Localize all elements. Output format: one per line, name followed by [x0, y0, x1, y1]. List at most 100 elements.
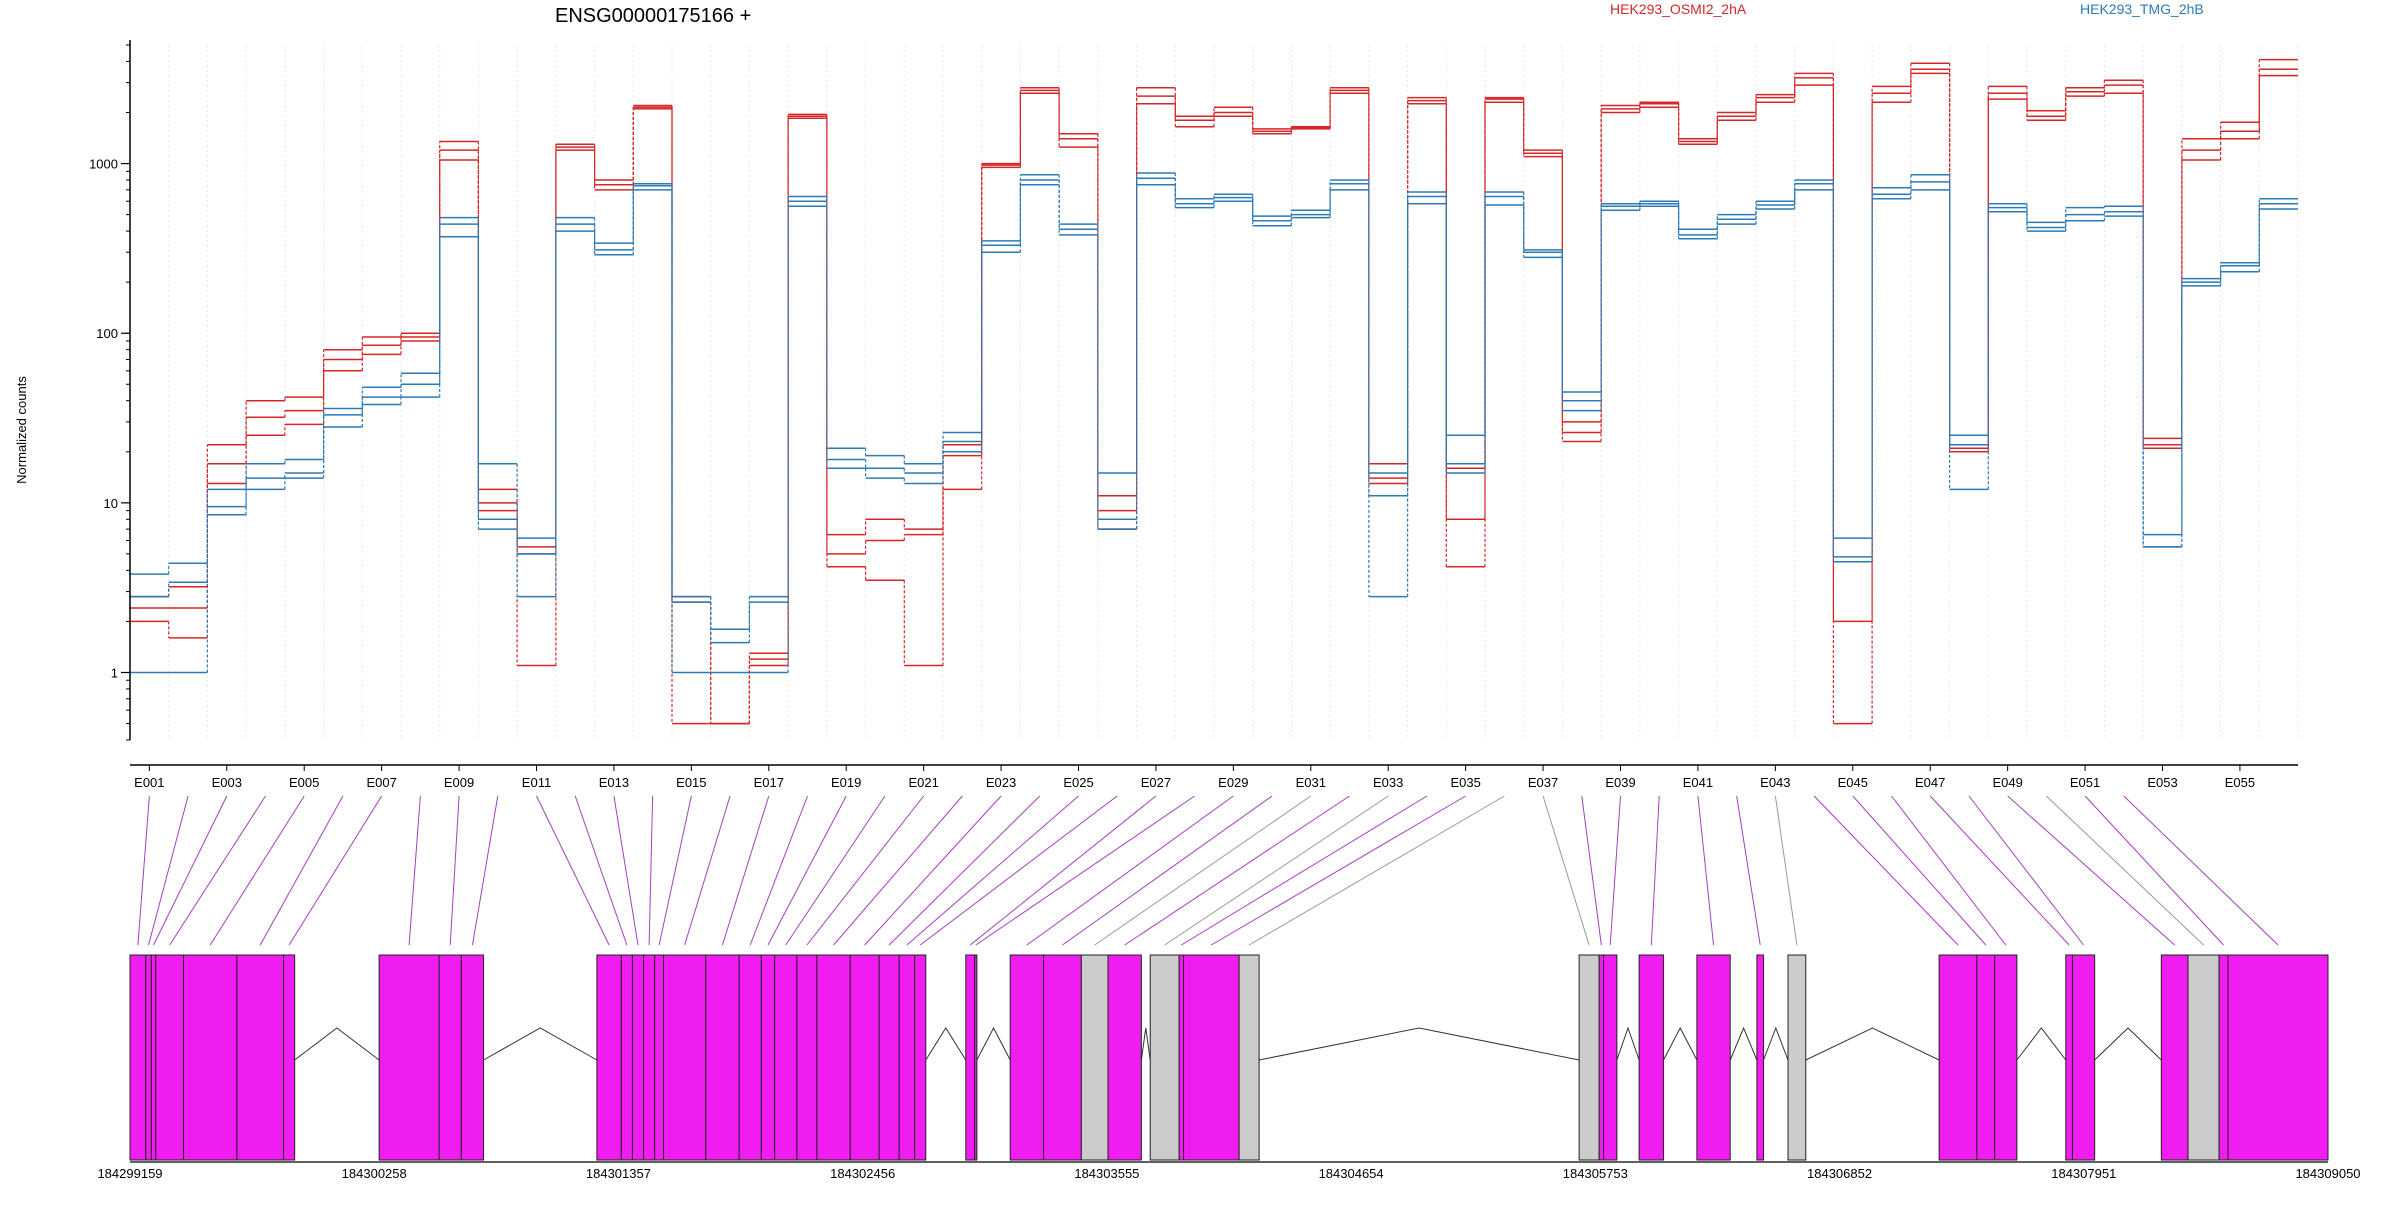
- intron-line: [1616, 1026, 1640, 1061]
- genomic-coordinate-label: 184300258: [342, 1166, 407, 1181]
- series-lines: [130, 58, 2298, 725]
- series-line-steps: [130, 72, 2298, 725]
- exon-box: [596, 954, 622, 1161]
- exon-connector: [169, 795, 266, 946]
- exon-box: [2218, 954, 2229, 1161]
- exon-connector: [1124, 795, 1350, 946]
- gridlines: [129, 45, 2299, 740]
- series-line-steps: [130, 184, 2298, 674]
- exon-connector: [449, 795, 460, 946]
- series-line-transitions: [168, 173, 2260, 630]
- exon-connector: [209, 795, 305, 946]
- intron-line: [925, 1027, 967, 1061]
- intron-line: [1140, 1027, 1151, 1061]
- series-line-steps: [130, 172, 2298, 630]
- genomic-coordinate-axis: 184299159 184300258 184301357 184302456 1843…: [97, 1161, 2361, 1181]
- exon-box: [796, 954, 818, 1161]
- noncounted-exon-box: [1149, 954, 1180, 1161]
- exon-connector: [153, 795, 228, 946]
- intron-line: [1729, 1026, 1758, 1061]
- exon-box: [1183, 954, 1240, 1161]
- noncounted-exon-box: [1787, 954, 1807, 1161]
- exon-tick-label: E031: [1296, 775, 1326, 790]
- exon-tick-label: E015: [676, 775, 706, 790]
- exon-tick-label: E047: [1915, 775, 1945, 790]
- exon-connector: [1094, 795, 1312, 946]
- genomic-coordinate-label: 184304654: [1319, 1166, 1384, 1181]
- exon-connector: [969, 795, 1157, 946]
- exon-box: [816, 954, 851, 1161]
- exon-connector: [1736, 795, 1761, 946]
- exon-box: [155, 954, 185, 1161]
- exon-box: [849, 954, 880, 1161]
- exon-connector: [1852, 795, 1987, 946]
- series-line-steps: [130, 68, 2298, 725]
- exon-box: [145, 954, 152, 1161]
- exon-connector: [259, 795, 344, 946]
- y-tick-label: 1000: [89, 157, 118, 172]
- exon-box: [663, 954, 707, 1161]
- exon-box: [1107, 954, 1142, 1161]
- genomic-coordinate-label: 184305753: [1563, 1166, 1628, 1181]
- exon-connector: [2123, 795, 2279, 946]
- exon-connector: [1542, 795, 1590, 946]
- exon-box: [1603, 954, 1618, 1161]
- intron-line: [2094, 1027, 2162, 1061]
- exon-box: [236, 954, 285, 1161]
- exon-box: [643, 954, 656, 1161]
- exon-connector: [408, 795, 421, 946]
- exon-connector: [2007, 795, 2175, 946]
- exon-tick-label: E045: [1838, 775, 1868, 790]
- genomic-coordinate-label: 184303555: [1074, 1166, 1139, 1181]
- exon-tick-label: E003: [212, 775, 242, 790]
- genomic-coordinate-label: 184307951: [2051, 1166, 2116, 1181]
- intron-line: [483, 1027, 598, 1061]
- exon-tick-label: E017: [754, 775, 784, 790]
- exon-connector: [471, 795, 499, 946]
- noncounted-exon-box: [1578, 954, 1600, 1161]
- legend-label-osmi2: HEK293_OSMI2_2hA: [1610, 1, 1747, 17]
- exon-connector: [1062, 795, 1273, 946]
- exon-connector: [1929, 795, 2070, 946]
- exon-box: [2065, 954, 2073, 1161]
- exon-connector: [864, 795, 1002, 946]
- exon-connector: [1211, 795, 1466, 946]
- exon-box: [974, 954, 978, 1161]
- exon-box: [378, 954, 440, 1161]
- exon-box: [438, 954, 462, 1161]
- exon-tick-label: E005: [289, 775, 319, 790]
- intron-line: [1763, 1026, 1789, 1061]
- exon-box: [760, 954, 776, 1161]
- exon-connector: [785, 795, 886, 946]
- exon-box: [183, 954, 238, 1161]
- exon-connector: [767, 795, 847, 946]
- y-axis-label: Normalized counts: [14, 376, 29, 484]
- y-tick-label: 100: [96, 326, 118, 341]
- exon-tick-label: E009: [444, 775, 474, 790]
- exon-connector: [658, 795, 692, 946]
- exon-connector: [1774, 795, 1798, 946]
- exon-box: [631, 954, 645, 1161]
- exon-box: [1598, 954, 1605, 1161]
- exon-connector: [1609, 795, 1621, 946]
- exon-connector: [684, 795, 731, 946]
- legend-label-tmg: HEK293_TMG_2hB: [2080, 1, 2204, 17]
- exon-connector: [1181, 795, 1428, 946]
- exon-box: [2071, 954, 2096, 1161]
- exon-tick-label: E021: [908, 775, 938, 790]
- exon-tick-label: E023: [986, 775, 1016, 790]
- intron-line: [1259, 1027, 1580, 1061]
- exon-tick-label: E013: [599, 775, 629, 790]
- noncounted-exon-box: [2187, 954, 2220, 1161]
- exon-box: [150, 954, 157, 1161]
- exon-tick-label: E007: [366, 775, 396, 790]
- exon-tick-label: E025: [1063, 775, 1093, 790]
- exon-box: [898, 954, 916, 1161]
- exon-box: [1638, 954, 1665, 1161]
- exon-connector: [919, 795, 1118, 946]
- exon-connector: [833, 795, 963, 946]
- exon-box: [774, 954, 798, 1161]
- exon-box: [620, 954, 633, 1161]
